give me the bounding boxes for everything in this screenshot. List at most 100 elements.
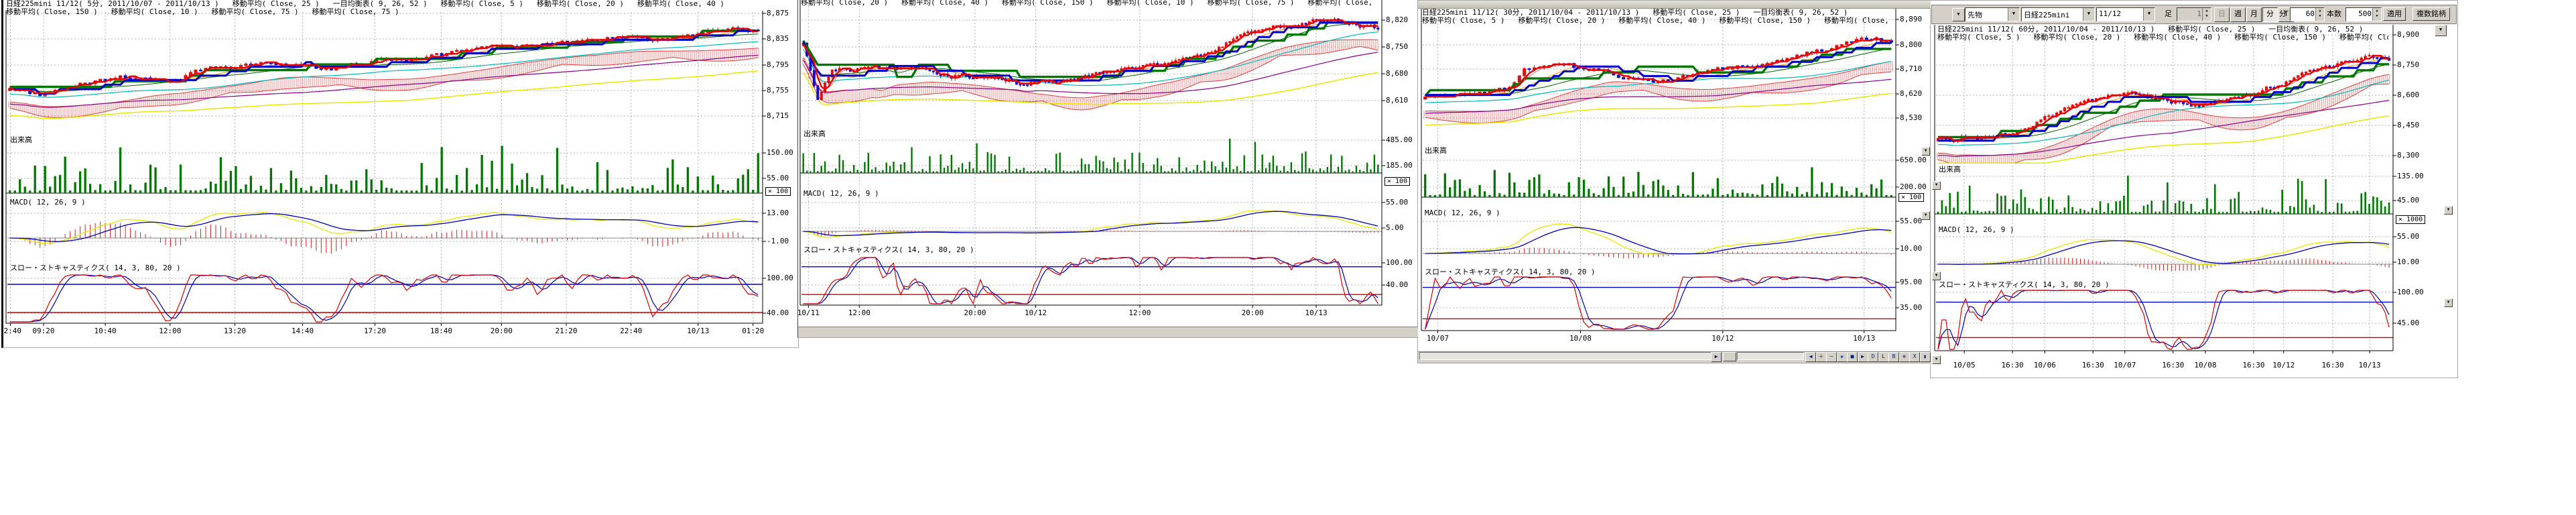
- price-axis-label: 8,800: [1900, 40, 1923, 49]
- chart-canvas[interactable]: [3, 0, 798, 347]
- pane-collapse-button[interactable]: ▼: [1932, 272, 1941, 280]
- chart-tool-button-8[interactable]: B: [1888, 352, 1899, 362]
- macd-axis-label: -1.00: [767, 237, 789, 245]
- chart-legend-line2: 移動平均( Close, 5 ) 移動平均( Close, 20 ) 移動平均(…: [1937, 34, 2388, 42]
- pane-collapse-button[interactable]: ▼: [2444, 298, 2453, 307]
- chart-canvas[interactable]: [1931, 1, 2457, 378]
- time-axis-label: 10/12: [1712, 334, 1734, 343]
- chart-tool-button-11[interactable]: ▮: [1919, 352, 1931, 362]
- price-axis-label: 8,795: [767, 60, 789, 69]
- stoch-axis-label: 35.00: [1900, 303, 1923, 312]
- contract-value: 11/12: [2099, 9, 2122, 18]
- bar-count-spinner[interactable]: 500 ▲ ▼: [2345, 7, 2382, 21]
- multi-symbol-button[interactable]: 複数銘柄: [2412, 7, 2450, 21]
- macd-pane-label: MACD( 12, 26, 9 ): [803, 190, 879, 198]
- period-button-day[interactable]: 日: [2214, 7, 2230, 22]
- time-axis-label: 14:40: [292, 327, 314, 335]
- time-axis-label: 17:20: [363, 327, 387, 335]
- scrollbar-thumb[interactable]: [1723, 352, 1736, 361]
- bottom-scrollbar-strip: [798, 327, 1418, 337]
- scrollbar-track[interactable]: [1419, 352, 1712, 360]
- category-select[interactable]: 先物 ▼: [1965, 7, 2020, 21]
- chart-tool-button-6[interactable]: D: [1868, 352, 1878, 362]
- time-axis-label: 10/13: [2358, 361, 2381, 369]
- volume-multiplier-badge: × 100: [1898, 193, 1925, 202]
- bar-interval-value: 1: [2197, 9, 2201, 18]
- chart-canvas[interactable]: [798, 0, 1418, 337]
- macd-axis-label: 55.00: [2397, 232, 2420, 241]
- price-axis-label: 8,620: [1900, 89, 1923, 98]
- chart-tool-button-0[interactable]: ◀: [1805, 352, 1816, 362]
- pane-collapse-button[interactable]: ▼: [1932, 355, 1941, 364]
- volume-multiplier-badge: × 100: [1384, 177, 1411, 186]
- minutes-spinner[interactable]: 60 ▲ ▼: [2290, 7, 2325, 21]
- spinner-arrows-icon[interactable]: ▲ ▼: [2315, 8, 2324, 21]
- symbol-select[interactable]: 日経225mini ▼: [2021, 7, 2095, 21]
- chevron-down-icon[interactable]: ▼: [2083, 8, 2094, 21]
- time-axis-label: 10/12: [1024, 308, 1047, 317]
- pane-collapse-button[interactable]: ▼: [1921, 147, 1930, 156]
- chart-window-10min: 移動平均( Close, 20 ) 移動平均( Close, 40 ) 移動平均…: [797, 0, 1419, 338]
- time-axis-label: 20:00: [490, 327, 513, 335]
- chart-tool-button-2[interactable]: －: [1826, 352, 1837, 362]
- macd-axis-label: 55.00: [1900, 217, 1923, 225]
- chevron-down-icon[interactable]: ▼: [2143, 8, 2154, 21]
- price-axis-label: 8,610: [1386, 96, 1409, 105]
- apply-button[interactable]: 適用: [2383, 7, 2406, 21]
- axis-dropdown-button[interactable]: ▼: [2435, 25, 2447, 36]
- spinner-arrows-icon[interactable]: ▲ ▼: [2372, 8, 2381, 21]
- chart-canvas[interactable]: [1418, 1, 1931, 363]
- period-button-week[interactable]: 週: [2230, 7, 2246, 22]
- time-axis-label: 16:30: [2081, 361, 2104, 369]
- chart-tool-button-9[interactable]: ⊕: [1898, 352, 1910, 362]
- chevron-down-icon: ▼: [1957, 11, 1960, 17]
- chart-legend-line1: 日経225mini 11/12( 5分, 2011/10/07 - 2011/1…: [6, 0, 724, 8]
- bar-interval-spinner[interactable]: 1 ▲ ▼: [2177, 7, 2211, 21]
- chart-legend-line1: 日経225mini 11/12( 60分, 2011/10/04 - 2011/…: [1937, 25, 2364, 34]
- chart-tool-button-7[interactable]: L: [1878, 352, 1889, 362]
- time-axis-label: 18:40: [430, 327, 452, 335]
- scroll-right-button[interactable]: ▶: [1711, 352, 1722, 362]
- time-axis-label: 16:30: [2162, 361, 2185, 369]
- macd-pane-label: MACD( 12, 26, 9 ): [10, 198, 86, 207]
- contract-select[interactable]: 11/12 ▼: [2096, 7, 2155, 21]
- spinner-arrows-icon[interactable]: ▲ ▼: [2202, 8, 2211, 21]
- minutes-value: 60: [2305, 9, 2315, 18]
- chevron-down-icon[interactable]: ▼: [2008, 8, 2019, 21]
- stoch-axis-label: 100.00: [2397, 288, 2424, 296]
- period-button-minute[interactable]: 分: [2262, 7, 2278, 22]
- stoch-axis-label: 40.00: [1386, 280, 1409, 289]
- macd-axis-label: 13.00: [767, 209, 789, 217]
- price-axis-label: 8,755: [767, 86, 789, 95]
- pane-collapse-button[interactable]: ▼: [1921, 211, 1930, 220]
- volume-axis-label: 485.00: [1386, 135, 1413, 144]
- chart-tool-button-10[interactable]: X: [1909, 352, 1920, 362]
- chart-tool-button-1[interactable]: ＋: [1815, 352, 1827, 362]
- price-axis-label: 8,530: [1900, 113, 1923, 122]
- stoch-axis-label: 45.00: [2397, 319, 2420, 327]
- stochastics-pane-label: スロー・ストキャスティクス( 14, 3, 80, 20 ): [1939, 281, 2110, 289]
- window-menu-button[interactable]: ▼: [1952, 8, 1965, 21]
- period-button-month[interactable]: 月: [2246, 7, 2262, 22]
- price-axis-label: 8,820: [1386, 15, 1409, 24]
- chart-tool-button-5[interactable]: ▶: [1857, 352, 1868, 362]
- time-axis-label: 10/08: [2194, 361, 2217, 369]
- time-axis-label: 10/13: [687, 327, 710, 335]
- pane-collapse-button[interactable]: ▼: [1932, 181, 1941, 190]
- window-titlebar[interactable]: [1418, 1, 1931, 9]
- price-axis-label: 8,900: [2397, 30, 2420, 39]
- chart-tool-button-3[interactable]: ✚: [1836, 352, 1848, 362]
- scrollbar-track[interactable]: [1737, 352, 1804, 360]
- chart-legend-line2: 移動平均( Close, 5 ) 移動平均( Close, 20 ) 移動平均(…: [1422, 17, 1891, 25]
- time-axis-label: 13:20: [223, 327, 246, 335]
- chart-tool-button-4[interactable]: ■: [1847, 352, 1858, 362]
- stochastics-pane-label: スロー・ストキャスティクス( 14, 3, 80, 20 ): [803, 246, 974, 254]
- stoch-axis-label: 100.00: [767, 274, 793, 282]
- pane-collapse-button[interactable]: ▼: [2444, 206, 2453, 215]
- time-axis-label: 10/11: [797, 308, 820, 317]
- chart-legend-line2: 移動平均( Close, 150 ) 移動平均( Close, 10 ) 移動平…: [6, 8, 399, 16]
- chart-legend-line1: 移動平均( Close, 20 ) 移動平均( Close, 40 ) 移動平均…: [801, 0, 1377, 7]
- stochastics-pane-label: スロー・ストキャスティクス( 14, 3, 80, 20 ): [1425, 268, 1596, 276]
